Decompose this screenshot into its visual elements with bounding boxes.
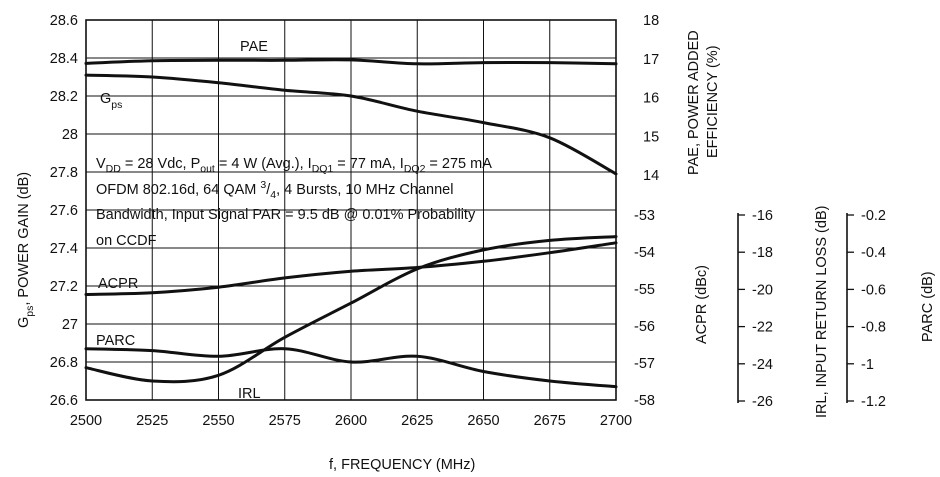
x-axis-title: f, FREQUENCY (MHz) xyxy=(329,457,475,473)
y-left-tick-label: 27 xyxy=(62,317,78,333)
irl-curve xyxy=(84,235,618,384)
y-left-tick-label: 27.2 xyxy=(50,279,78,295)
acpr-tick-label: -58 xyxy=(634,393,655,409)
irl-tick-label: -22 xyxy=(752,320,773,336)
irl-tick-label: -16 xyxy=(752,208,773,224)
irl-tick-label: -26 xyxy=(752,394,773,410)
pae-curve xyxy=(84,58,618,66)
pae-tick-label: 18 xyxy=(643,13,659,29)
gps-curve xyxy=(84,73,618,176)
x-tick-label: 2625 xyxy=(401,413,433,429)
x-tick-label: 2575 xyxy=(269,413,301,429)
x-tick-label: 2500 xyxy=(70,413,102,429)
irl-curve-label: IRL xyxy=(238,386,261,402)
plot-frame xyxy=(85,19,617,401)
svg-text:VDD = 28 Vdc, Pout = 4 W (Avg.: VDD = 28 Vdc, Pout = 4 W (Avg.), IDQ1 = … xyxy=(96,156,492,175)
svg-text:on CCDF: on CCDF xyxy=(96,233,157,249)
parc-tick-label: -0.6 xyxy=(861,282,886,298)
pae-tick-label: 16 xyxy=(643,91,659,107)
pae-axis-title-line2: EFFICIENCY (%) xyxy=(705,45,721,158)
y-left-tick-label: 28 xyxy=(62,127,78,143)
parc-curve xyxy=(84,347,618,389)
acpr-tick-label: -56 xyxy=(634,319,655,335)
pae-tick-label: 14 xyxy=(643,168,659,184)
irl-tick-label: -18 xyxy=(752,245,773,261)
y-left-tick-label: 27.6 xyxy=(50,203,78,219)
axes: 2500 2525 2550 2575 2600 2625 2650 2675 2700 26.6… xyxy=(50,13,886,429)
parc-tick-label: -1 xyxy=(861,357,874,373)
y-left-tick-label: 27.8 xyxy=(50,165,78,181)
irl-tick-label: -24 xyxy=(752,357,773,373)
y-left-tick-label: 28.4 xyxy=(50,51,78,67)
x-tick-label: 2700 xyxy=(600,413,632,429)
x-tick-label: 2600 xyxy=(335,413,367,429)
parc-tick-label: -0.2 xyxy=(861,208,886,224)
y-left-tick-label: 28.2 xyxy=(50,89,78,105)
pae-tick-label: 15 xyxy=(643,129,659,145)
parc-tick-label: -0.4 xyxy=(861,245,886,261)
svg-text:OFDM 802.16d, 64 QAM 3/4, 4 Bu: OFDM 802.16d, 64 QAM 3/4, 4 Bursts, 10 M… xyxy=(96,179,453,201)
y-left-axis-title: Gps, POWER GAIN (dB) xyxy=(16,172,36,328)
x-tick-label: 2650 xyxy=(467,413,499,429)
x-tick-label: 2550 xyxy=(202,413,234,429)
y-left-tick-label: 26.8 xyxy=(50,355,78,371)
acpr-axis-title: ACPR (dBc) xyxy=(694,265,710,344)
curves xyxy=(84,58,618,389)
acpr-tick-label: -54 xyxy=(634,245,655,261)
acpr-curve xyxy=(84,241,618,296)
curve-labels: PAE Gps ACPR PARC IRL xyxy=(96,39,268,402)
acpr-tick-label: -55 xyxy=(634,282,655,298)
y-left-tick-label: 26.6 xyxy=(50,393,78,409)
conditions-annotation: VDD = 28 Vdc, Pout = 4 W (Avg.), IDQ1 = … xyxy=(96,156,492,249)
acpr-curve-label: ACPR xyxy=(98,276,138,292)
gps-curve-label: Gps xyxy=(100,91,122,111)
parc-tick-label: -0.8 xyxy=(861,320,886,336)
svg-text:Bandwidth, Input Signal PAR =: Bandwidth, Input Signal PAR = 9.5 dB @ 0… xyxy=(96,207,476,223)
y-left-tick-label: 28.6 xyxy=(50,13,78,29)
irl-axis-title: IRL, INPUT RETURN LOSS (dB) xyxy=(814,206,830,418)
pae-axis-title-line1: PAE, POWER ADDED xyxy=(686,30,702,175)
parc-tick-label: -1.2 xyxy=(861,394,886,410)
parc-axis-title: PARC (dB) xyxy=(920,271,936,342)
x-tick-label: 2675 xyxy=(534,413,566,429)
acpr-tick-label: -53 xyxy=(634,208,655,224)
y-left-tick-label: 27.4 xyxy=(50,241,78,257)
parc-curve-label: PARC xyxy=(96,333,135,349)
pae-tick-label: 17 xyxy=(643,52,659,68)
x-tick-label: 2525 xyxy=(136,413,168,429)
pae-curve-label: PAE xyxy=(240,39,268,55)
acpr-tick-label: -57 xyxy=(634,356,655,372)
irl-tick-label: -20 xyxy=(752,282,773,298)
